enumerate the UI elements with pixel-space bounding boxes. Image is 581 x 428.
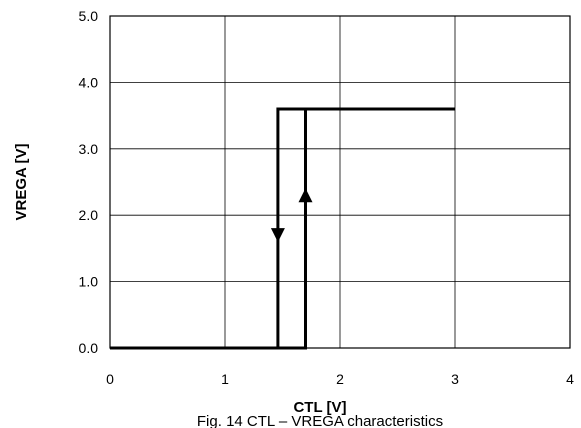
y-tick-label: 1.0	[79, 274, 99, 290]
figure-caption: Fig. 14 CTL – VREGA characteristics	[197, 413, 443, 428]
y-tick-labels: 0.0 1.0 2.0 3.0 4.0 5.0	[79, 8, 99, 356]
y-axis-label: VREGA [V]	[13, 144, 30, 221]
y-tick-label: 2.0	[79, 207, 99, 223]
grid-lines	[109, 15, 571, 349]
arrow-up-icon	[298, 188, 313, 203]
direction-arrows	[270, 188, 313, 243]
y-tick-label: 5.0	[79, 8, 99, 24]
x-axis-label: CTL [V]	[293, 399, 346, 416]
x-tick-label: 0	[106, 371, 114, 387]
x-tick-labels: 0 1 2 3 4	[106, 371, 574, 387]
plot-area-frame	[109, 15, 571, 349]
x-tick-label: 3	[451, 371, 459, 387]
y-tick-label: 4.0	[79, 74, 99, 90]
x-tick-label: 4	[566, 371, 574, 387]
y-tick-label: 3.0	[79, 141, 99, 157]
y-tick-label: 0.0	[79, 340, 99, 356]
arrow-down-icon	[270, 228, 285, 243]
x-tick-label: 1	[221, 371, 229, 387]
x-tick-label: 2	[336, 371, 344, 387]
